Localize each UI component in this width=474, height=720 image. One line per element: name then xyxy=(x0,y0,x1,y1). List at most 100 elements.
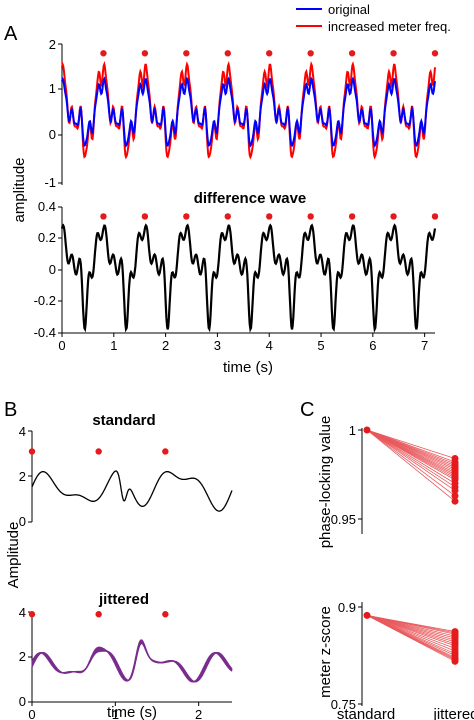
standard-point xyxy=(363,611,371,619)
meter-marker xyxy=(141,50,149,57)
meter-marker xyxy=(348,213,356,220)
x-tick-label: 3 xyxy=(214,338,221,353)
c-bottom-ytick: 0.9 xyxy=(338,600,356,615)
chart-b-top: standard 4 2 0 xyxy=(19,412,233,529)
chart-c-top: phase-locking value 1 0.95 xyxy=(317,416,459,549)
subject-connector xyxy=(366,429,456,491)
subject-connector xyxy=(366,615,456,647)
x-tick-label: 0 xyxy=(28,707,35,720)
b-bottom-title: jittered xyxy=(98,591,149,608)
panel-label-b: B xyxy=(4,399,17,421)
c-top-ytick: 0.95 xyxy=(331,512,356,527)
meter-marker xyxy=(100,50,107,57)
meter-marker xyxy=(431,213,439,220)
x-tick-label: 0 xyxy=(58,338,65,353)
a-top-ytick: 1 xyxy=(49,81,56,96)
b-top-ytick: 0 xyxy=(19,514,26,529)
subject-connector xyxy=(366,429,456,488)
legend-label-increased: increased meter freq. xyxy=(328,19,451,34)
a-bottom-ytick: 0 xyxy=(49,262,56,277)
c-top-yticks xyxy=(358,429,362,520)
a-bottom-ytick: -0.4 xyxy=(34,325,56,340)
a-bottom-xlabel: time (s) xyxy=(223,359,273,376)
subject-connector xyxy=(366,429,456,459)
jittered-line xyxy=(31,639,233,683)
standard-line xyxy=(31,470,233,512)
subject-connector xyxy=(366,615,456,662)
meter-marker xyxy=(141,213,149,220)
chart-a-top: 2 1 0 -1 original increased meter freq. xyxy=(44,0,470,190)
a-ylabel: amplitude xyxy=(11,157,28,222)
b-bottom-ytick: 4 xyxy=(19,605,26,620)
b-bottom-yticks xyxy=(28,611,32,703)
b-top-ytick: 2 xyxy=(19,469,26,484)
panel-label-c: C xyxy=(300,399,314,421)
a-top-ytick: 0 xyxy=(49,127,56,142)
subject-connector xyxy=(366,429,456,497)
b-bottom-ytick: 2 xyxy=(19,649,26,664)
c-bottom-yticks xyxy=(358,606,362,705)
a-bottom-ytick: -0.2 xyxy=(34,293,56,308)
c-xtick-standard: standard xyxy=(337,706,395,720)
meter-marker xyxy=(431,50,439,57)
jittered-point xyxy=(451,492,459,500)
meter-marker xyxy=(162,448,169,455)
series-increased-meter-line xyxy=(61,60,436,160)
chart-a-bottom: difference wave 0.4 0.2 0 -0.2 -0.4 0 1 2 3… xyxy=(34,190,439,376)
meter-marker xyxy=(183,50,190,57)
a-bottom-ytick: 0.4 xyxy=(38,199,56,214)
a-top-yticks xyxy=(58,43,62,184)
subject-connector xyxy=(366,429,456,481)
chart-b-bottom: jittered 4 2 0 0 1 2 time (s) xyxy=(19,591,233,720)
b-top-title: standard xyxy=(92,412,155,429)
meter-marker xyxy=(95,448,102,455)
jittered-point xyxy=(451,487,459,495)
a-bottom-title: difference wave xyxy=(194,190,307,207)
meter-marker xyxy=(28,611,36,618)
legend-label-original: original xyxy=(328,2,370,17)
x-tick-label: 1 xyxy=(112,707,119,720)
meter-marker xyxy=(266,50,273,57)
c-top-ytick: 1 xyxy=(349,423,356,438)
x-tick-label: 1 xyxy=(110,338,117,353)
b-top-yticks xyxy=(28,430,32,523)
series-original-line xyxy=(61,76,436,148)
standard-point xyxy=(363,426,371,434)
x-tick-label: 5 xyxy=(317,338,324,353)
a-bottom-ytick: 0.2 xyxy=(38,230,56,245)
x-tick-label: 2 xyxy=(162,338,169,353)
meter-marker xyxy=(307,213,314,220)
meter-marker xyxy=(28,448,36,455)
a-top-ytick: -1 xyxy=(44,175,56,190)
subject-connector xyxy=(366,429,456,484)
difference-wave-line xyxy=(60,223,437,333)
meter-marker xyxy=(266,213,273,220)
x-tick-label: 6 xyxy=(369,338,376,353)
meter-marker xyxy=(183,213,190,220)
x-tick-label: 7 xyxy=(421,338,428,353)
subject-connector xyxy=(366,429,456,502)
b-top-ytick: 4 xyxy=(19,424,26,439)
a-bottom-yticks xyxy=(58,206,62,334)
jittered-point xyxy=(451,497,459,505)
b-bottom-ytick: 0 xyxy=(19,694,26,709)
x-tick-label: 4 xyxy=(266,338,273,353)
c-bottom-ytick: 0.75 xyxy=(331,697,356,712)
legend: original increased meter freq. xyxy=(290,0,470,38)
meter-marker xyxy=(390,50,397,57)
b-ylabel: Amplitude xyxy=(5,522,22,589)
meter-marker xyxy=(100,213,107,220)
meter-marker xyxy=(224,213,231,220)
c-xtick-jittered: jittered xyxy=(432,706,474,720)
b-bottom-xlabel: time (s) xyxy=(107,704,157,720)
c-top-ylabel: phase-locking value xyxy=(317,416,334,549)
meter-marker xyxy=(162,611,169,618)
c-bottom-ylabel: meter z-score xyxy=(317,606,334,698)
meter-marker xyxy=(390,213,397,220)
panel-label-a: A xyxy=(4,23,18,45)
meter-marker xyxy=(348,50,356,57)
a-top-ytick: 2 xyxy=(49,37,56,52)
meter-marker xyxy=(95,611,102,618)
meter-marker xyxy=(307,50,314,57)
jittered-point xyxy=(451,657,459,665)
